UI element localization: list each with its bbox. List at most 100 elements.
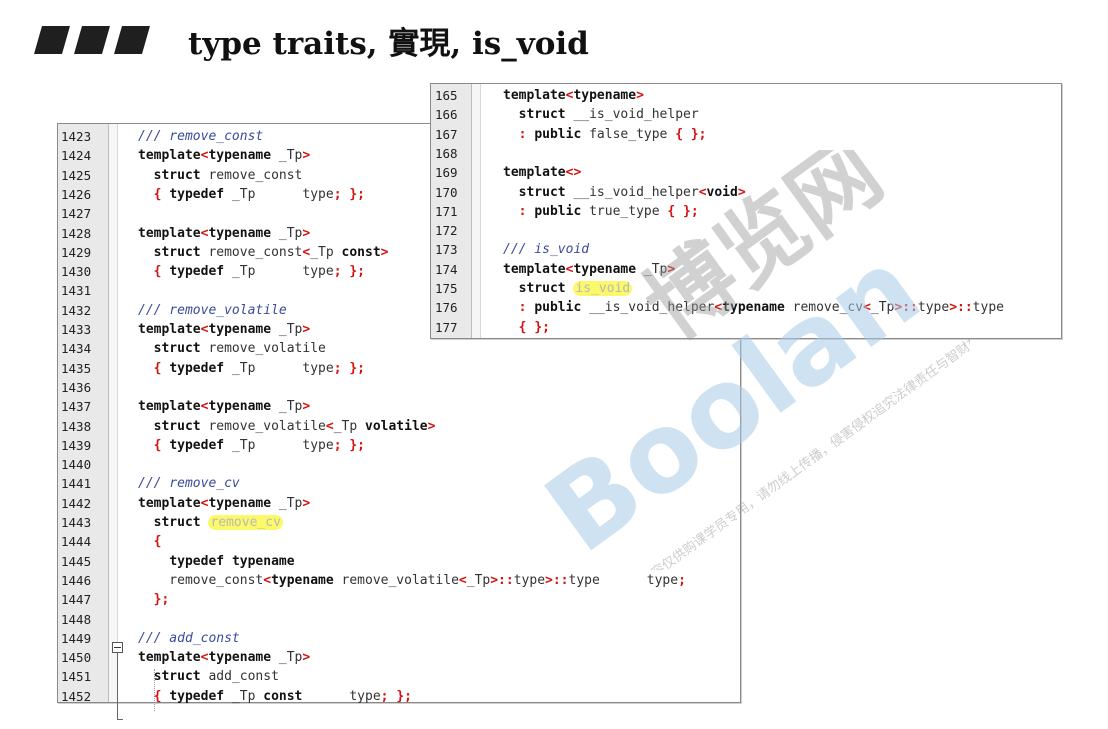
- code-token: [503, 127, 519, 142]
- code-text: template<>: [503, 163, 581, 182]
- code-token: >: [302, 650, 311, 666]
- code-line: 1438 struct remove_volatile<_Tp volatile…: [58, 417, 740, 436]
- code-token: [138, 168, 154, 183]
- code-token: [138, 245, 154, 260]
- code-text: { typedef _Tp type; };: [138, 185, 365, 204]
- code-token: typename: [208, 225, 272, 241]
- code-text: template<typename _Tp>: [138, 648, 310, 667]
- code-token: remove_const: [200, 167, 303, 183]
- code-token: [138, 341, 154, 356]
- code-token: template: [503, 165, 566, 181]
- code-text: struct __is_void_helper<void>: [503, 183, 746, 202]
- code-line: 1446 remove_const<typename remove_volati…: [58, 571, 740, 590]
- line-number: 1445: [61, 553, 92, 569]
- code-line: 1437 template<typename _Tp>: [58, 397, 740, 416]
- code-text: : public false_type { };: [503, 125, 707, 144]
- code-token: typedef: [169, 688, 225, 704]
- fold-range-line: [117, 653, 118, 719]
- code-token: >::: [949, 300, 973, 316]
- code-line: 171 : public true_type { };: [431, 202, 1061, 221]
- line-number: 1452: [61, 688, 92, 704]
- line-number: 1433: [61, 322, 92, 337]
- code-token: typename: [573, 88, 637, 103]
- code-token: public: [534, 300, 582, 316]
- line-number: 169: [435, 165, 458, 181]
- code-text: { typedef _Tp const type; };: [138, 687, 412, 706]
- line-number: 1432: [61, 302, 92, 318]
- code-text: struct remove_const<_Tp const>: [138, 243, 389, 262]
- code-token: __is_void_helper: [565, 184, 699, 200]
- code-token: [224, 554, 232, 569]
- code-panel-is-void: 165 template<typename> 166 struct __is_voi…: [430, 83, 1062, 339]
- code-token: _Tp: [310, 244, 342, 260]
- code-line: 1442 template<typename _Tp>: [58, 494, 740, 513]
- highlighted-token: is_void: [573, 281, 633, 296]
- code-token: struct: [153, 341, 201, 357]
- code-token: [138, 438, 154, 453]
- code-token: type: [972, 300, 1004, 316]
- code-token: struct: [518, 281, 566, 296]
- code-line: 1449 /// add_const: [58, 629, 740, 648]
- line-number: 1446: [61, 572, 92, 588]
- code-token: [503, 107, 519, 122]
- code-token: [138, 689, 154, 704]
- code-token: {: [153, 360, 162, 376]
- code-line: 1423 /// remove_const: [58, 127, 740, 146]
- code-line: 1450 template<typename _Tp>: [58, 648, 740, 667]
- code-line: 173 /// is_void: [431, 240, 1061, 259]
- code-token: {: [667, 203, 676, 219]
- code-token: <: [200, 225, 209, 241]
- code-token: {: [153, 186, 162, 202]
- code-token: remove_volatile: [333, 572, 459, 588]
- code-token: >::: [545, 572, 569, 588]
- code-token: :: [518, 300, 527, 316]
- line-number: 1450: [61, 650, 92, 666]
- code-token: };: [349, 264, 365, 280]
- line-number: 171: [435, 203, 458, 219]
- code-token: type: [302, 688, 381, 704]
- code-token: [138, 554, 169, 569]
- code-line: 1447 };: [58, 590, 740, 609]
- line-number: 1435: [61, 360, 92, 376]
- code-token: _Tp type: [224, 264, 334, 280]
- code-token: <: [200, 650, 209, 666]
- fold-collapse-icon[interactable]: [112, 642, 123, 653]
- code-token: };: [349, 186, 365, 202]
- code-line: 1435 { typedef _Tp type; };: [58, 359, 740, 378]
- code-token: };: [690, 126, 707, 142]
- code-token: <: [325, 418, 334, 434]
- code-text: template<typename>: [503, 86, 644, 105]
- code-token: [138, 264, 154, 279]
- line-number: 1443: [61, 515, 92, 530]
- code-token: {: [518, 319, 527, 335]
- code-token: {: [153, 688, 162, 704]
- code-token: <: [302, 244, 311, 260]
- code-token: typename: [722, 300, 785, 316]
- code-token: };: [534, 319, 550, 335]
- code-token: >: [302, 225, 311, 241]
- code-line: 172: [431, 221, 1061, 240]
- line-number: 1451: [61, 669, 92, 685]
- code-token: [138, 515, 154, 530]
- code-token: template: [138, 495, 201, 511]
- code-token: type: [513, 572, 546, 588]
- code-text: template<typename _Tp>: [138, 320, 310, 339]
- code-token: >::: [894, 300, 918, 316]
- code-token: typedef: [169, 437, 225, 453]
- code-token: [683, 127, 691, 142]
- code-token: /// remove_cv: [138, 476, 240, 492]
- code-text: /// is_void: [503, 240, 589, 259]
- fold-margin: [109, 124, 118, 702]
- code-token: [675, 204, 683, 219]
- code-token: true_type: [581, 203, 668, 219]
- line-number: 1448: [61, 611, 92, 627]
- line-number: 1440: [61, 457, 92, 473]
- line-number: 1423: [61, 129, 92, 144]
- code-token: :: [518, 126, 527, 142]
- code-token: typename: [573, 261, 637, 277]
- code-line: 1428 template<typename _Tp>: [58, 224, 740, 243]
- line-number: 1437: [61, 399, 92, 415]
- code-token: remove_const: [138, 572, 264, 588]
- code-text: struct __is_void_helper: [503, 105, 699, 124]
- code-token: remove_volatile: [200, 418, 326, 434]
